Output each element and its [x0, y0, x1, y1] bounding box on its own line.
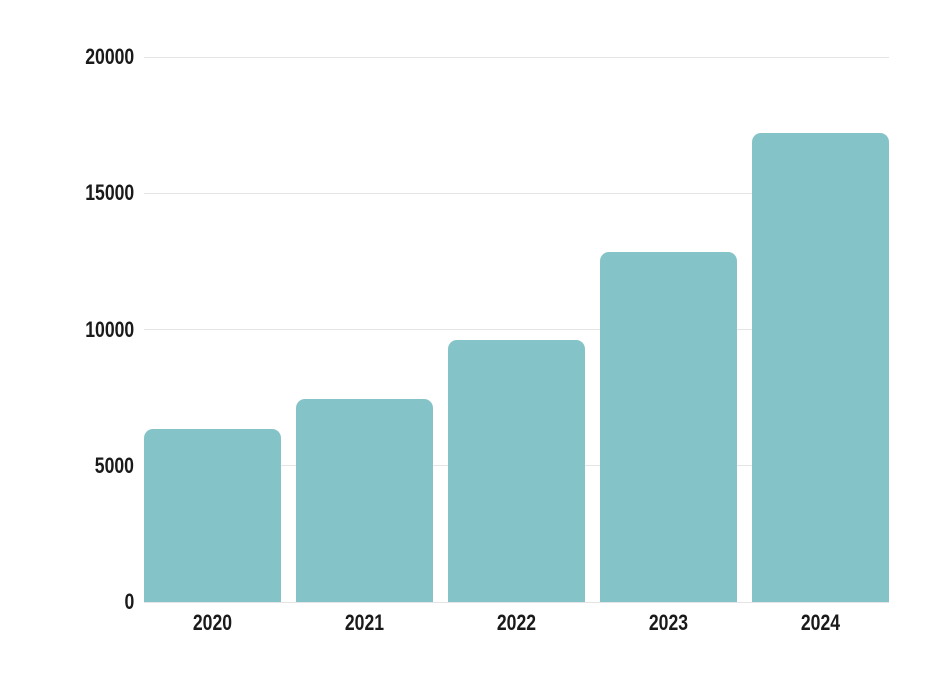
bar-2022 — [448, 340, 585, 602]
x-tick-text: 2023 — [648, 610, 689, 635]
y-tick-text: 20000 — [85, 44, 134, 69]
x-tick-text: 2020 — [192, 610, 233, 635]
plot-area — [144, 56, 889, 603]
bar-2021 — [296, 399, 433, 602]
bar-2023 — [600, 251, 737, 602]
x-tick-text: 2021 — [344, 610, 385, 635]
bar-2024 — [752, 133, 889, 602]
y-tick-label-15000: 15000 — [0, 179, 134, 207]
y-tick-label-0: 0 — [0, 588, 134, 616]
y-tick-text: 5000 — [94, 452, 134, 478]
bar-2020 — [144, 428, 281, 602]
gridline-0 — [144, 601, 889, 603]
x-tick-label-2022: 2022 — [448, 610, 585, 636]
y-tick-label-20000: 20000 — [0, 43, 134, 71]
gridline-10000 — [144, 329, 889, 330]
y-tick-text: 15000 — [85, 180, 134, 206]
x-tick-text: 2024 — [800, 610, 841, 635]
y-tick-label-10000: 10000 — [0, 316, 134, 344]
y-tick-text: 10000 — [85, 316, 134, 342]
y-tick-text: 0 — [124, 589, 134, 614]
x-tick-label-2024: 2024 — [752, 610, 889, 636]
x-tick-label-2023: 2023 — [600, 610, 737, 636]
x-tick-label-2021: 2021 — [296, 610, 433, 636]
x-tick-label-2020: 2020 — [144, 610, 281, 636]
gridline-20000 — [144, 56, 889, 58]
x-tick-text: 2022 — [496, 610, 537, 635]
y-tick-label-5000: 5000 — [0, 452, 134, 480]
gridline-15000 — [144, 192, 889, 194]
